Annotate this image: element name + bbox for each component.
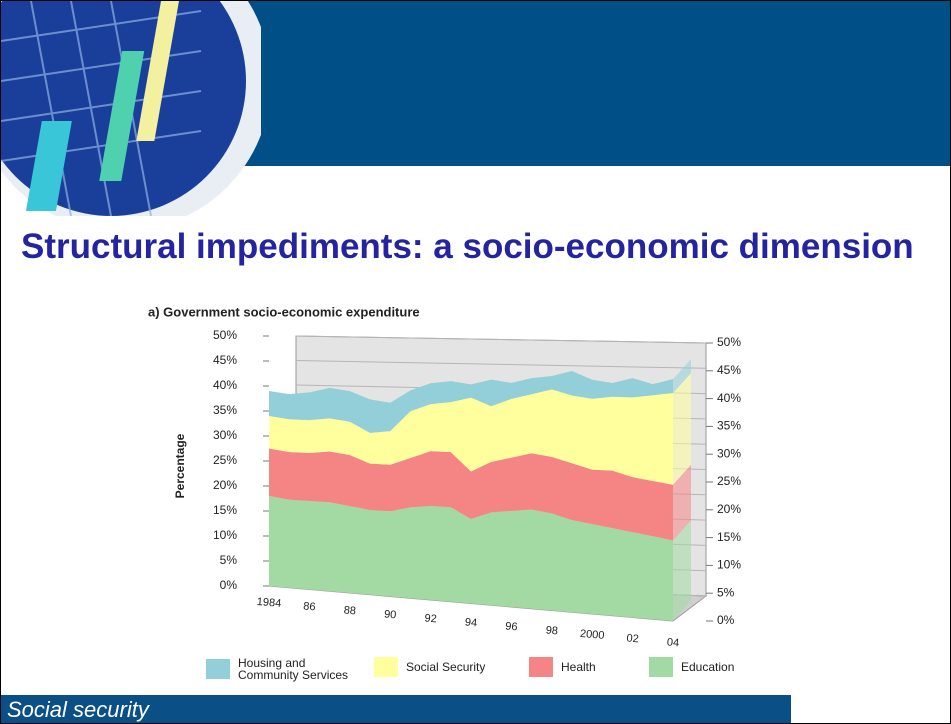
slide-title: Structural impediments: a socio-economic… [21,227,914,266]
x-tick-label: 04 [666,636,679,649]
legend-item: Health [529,657,596,677]
y2-tick-label: 45% [717,363,741,377]
area [269,389,673,485]
area-side [673,359,691,394]
y-tick-label: 25% [213,453,237,467]
x-tick-label: 92 [424,612,437,625]
y2-tick-label: 50% [717,335,741,349]
logo [1,1,261,216]
y-tick-label: 40% [213,378,237,392]
x-tick-label: 98 [545,624,558,637]
legend-swatch [374,657,398,677]
y-axis-label: Percentage [173,433,187,498]
area [269,371,673,433]
header-band [181,1,950,166]
footer: Social security [1,695,791,723]
legend-label: Education [681,660,735,674]
y-tick-label: 5% [220,553,238,567]
legend-item: Social Security [374,657,485,677]
chart: a) Government socio-economic expenditure… [148,304,741,649]
y2-tick-label: 5% [717,585,735,599]
y-tick-label: 20% [213,478,237,492]
y2-tick-label: 15% [717,530,741,544]
legend-swatch [529,657,553,677]
y2-tick-label: 0% [717,613,735,627]
x-tick-label: 90 [384,608,397,621]
y-tick-label: 35% [213,403,237,417]
y-tick-label: 30% [213,428,237,442]
y2-tick-label: 35% [717,419,741,433]
x-tick-label: 2000 [579,628,604,642]
y-tick-label: 50% [213,328,237,342]
legend-swatch [649,657,673,677]
area [269,496,673,621]
legend-label: Health [561,660,596,674]
x-tick-label: 88 [343,604,356,617]
area [269,448,673,541]
area-side [673,464,691,541]
chart-title: a) Government socio-economic expenditure [148,304,420,319]
area-side [673,520,691,621]
legend-item: Education [649,657,734,677]
y-tick-label: 10% [213,528,237,542]
area-side [673,373,691,485]
grid-line [295,335,707,344]
x-tick-label: 96 [505,620,518,633]
x-tick-label: 1984 [256,596,281,610]
y2-tick-label: 25% [717,474,741,488]
legend-swatch [206,659,230,679]
y2-tick-label: 20% [717,502,741,516]
legend-label: Social Security [406,660,486,674]
legend-label: Housing and Community Services [238,656,349,682]
y-tick-label: 0% [220,578,238,592]
y2-tick-label: 30% [717,446,741,460]
legend: Housing and Community Services Social Sec… [206,657,766,685]
legend-item: Housing and Community Services [206,657,368,681]
y2-tick-label: 10% [717,558,741,572]
y2-tick-label: 40% [717,391,741,405]
x-tick-label: 02 [626,632,639,645]
x-tick-label: 94 [464,616,477,629]
x-tick-label: 86 [303,600,316,613]
y-tick-label: 45% [213,353,237,367]
grid-line [295,360,707,369]
y-tick-label: 15% [213,503,237,517]
